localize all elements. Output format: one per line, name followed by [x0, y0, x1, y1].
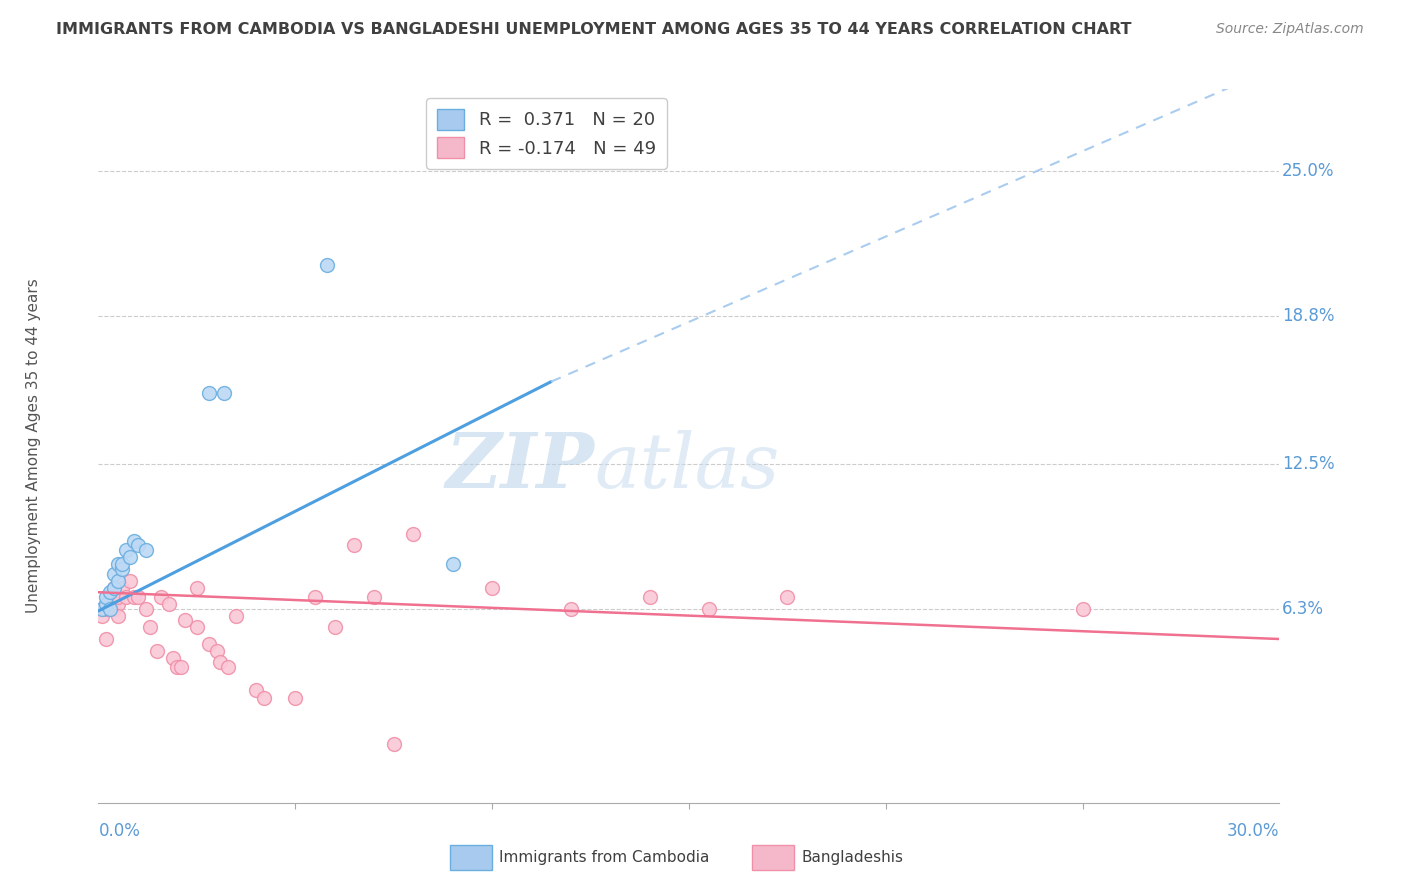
Point: [481, 581, 503, 595]
Point: [138, 620, 160, 634]
Point: [122, 533, 145, 548]
Text: 30.0%: 30.0%: [1227, 822, 1279, 840]
Point: [122, 590, 145, 604]
Point: [209, 656, 232, 670]
Text: 0.0%: 0.0%: [98, 822, 141, 840]
Point: [107, 557, 129, 571]
Point: [253, 690, 276, 705]
Point: [103, 601, 125, 615]
Point: [166, 660, 188, 674]
Point: [111, 562, 134, 576]
Point: [98, 601, 121, 615]
Point: [111, 581, 134, 595]
Point: [697, 601, 720, 615]
Point: [91, 608, 114, 623]
Text: atlas: atlas: [595, 431, 780, 504]
Point: [162, 650, 184, 665]
Text: 6.3%: 6.3%: [1282, 599, 1324, 617]
Text: Source: ZipAtlas.com: Source: ZipAtlas.com: [1216, 22, 1364, 37]
Point: [127, 590, 149, 604]
Point: [115, 543, 138, 558]
Point: [118, 574, 141, 588]
Point: [323, 620, 346, 634]
Point: [107, 590, 129, 604]
Point: [157, 597, 180, 611]
Point: [111, 557, 134, 571]
Text: 18.8%: 18.8%: [1282, 307, 1334, 326]
Point: [170, 660, 193, 674]
Point: [214, 386, 236, 401]
Point: [135, 601, 157, 615]
Point: [98, 585, 121, 599]
Legend: R =  0.371   N = 20, R = -0.174   N = 49: R = 0.371 N = 20, R = -0.174 N = 49: [426, 98, 666, 169]
Point: [402, 526, 425, 541]
Point: [91, 601, 114, 615]
Point: [96, 597, 118, 611]
Point: [127, 538, 149, 552]
Point: [118, 550, 141, 565]
Text: ZIP: ZIP: [446, 431, 595, 504]
Point: [107, 608, 129, 623]
FancyBboxPatch shape: [752, 845, 794, 870]
Point: [98, 590, 121, 604]
Point: [103, 566, 125, 581]
Point: [96, 597, 118, 611]
Point: [103, 581, 125, 595]
Point: [186, 581, 208, 595]
Point: [107, 597, 129, 611]
Point: [91, 601, 114, 615]
Point: [225, 608, 247, 623]
Point: [1071, 601, 1094, 615]
Point: [107, 574, 129, 588]
Text: IMMIGRANTS FROM CAMBODIA VS BANGLADESHI UNEMPLOYMENT AMONG AGES 35 TO 44 YEARS C: IMMIGRANTS FROM CAMBODIA VS BANGLADESHI …: [56, 22, 1132, 37]
Point: [150, 590, 173, 604]
Point: [217, 660, 239, 674]
Point: [560, 601, 582, 615]
Text: Bangladeshis: Bangladeshis: [801, 850, 904, 864]
Point: [197, 386, 219, 401]
Point: [174, 613, 197, 627]
Point: [315, 258, 337, 272]
Text: 25.0%: 25.0%: [1282, 162, 1334, 180]
Point: [382, 737, 405, 751]
Point: [304, 590, 326, 604]
Point: [186, 620, 208, 634]
Point: [441, 557, 464, 571]
Point: [96, 632, 118, 646]
Text: 12.5%: 12.5%: [1282, 455, 1334, 473]
Point: [103, 581, 125, 595]
Text: Unemployment Among Ages 35 to 44 years: Unemployment Among Ages 35 to 44 years: [25, 278, 41, 614]
Point: [146, 644, 169, 658]
Point: [96, 590, 118, 604]
Point: [776, 590, 799, 604]
Point: [135, 543, 157, 558]
Text: Immigrants from Cambodia: Immigrants from Cambodia: [499, 850, 710, 864]
Point: [98, 601, 121, 615]
Point: [343, 538, 366, 552]
Point: [115, 590, 138, 604]
FancyBboxPatch shape: [450, 845, 492, 870]
Point: [284, 690, 307, 705]
Point: [638, 590, 661, 604]
Point: [245, 683, 267, 698]
Point: [91, 601, 114, 615]
Point: [197, 637, 219, 651]
Point: [205, 644, 228, 658]
Point: [96, 601, 118, 615]
Point: [363, 590, 385, 604]
